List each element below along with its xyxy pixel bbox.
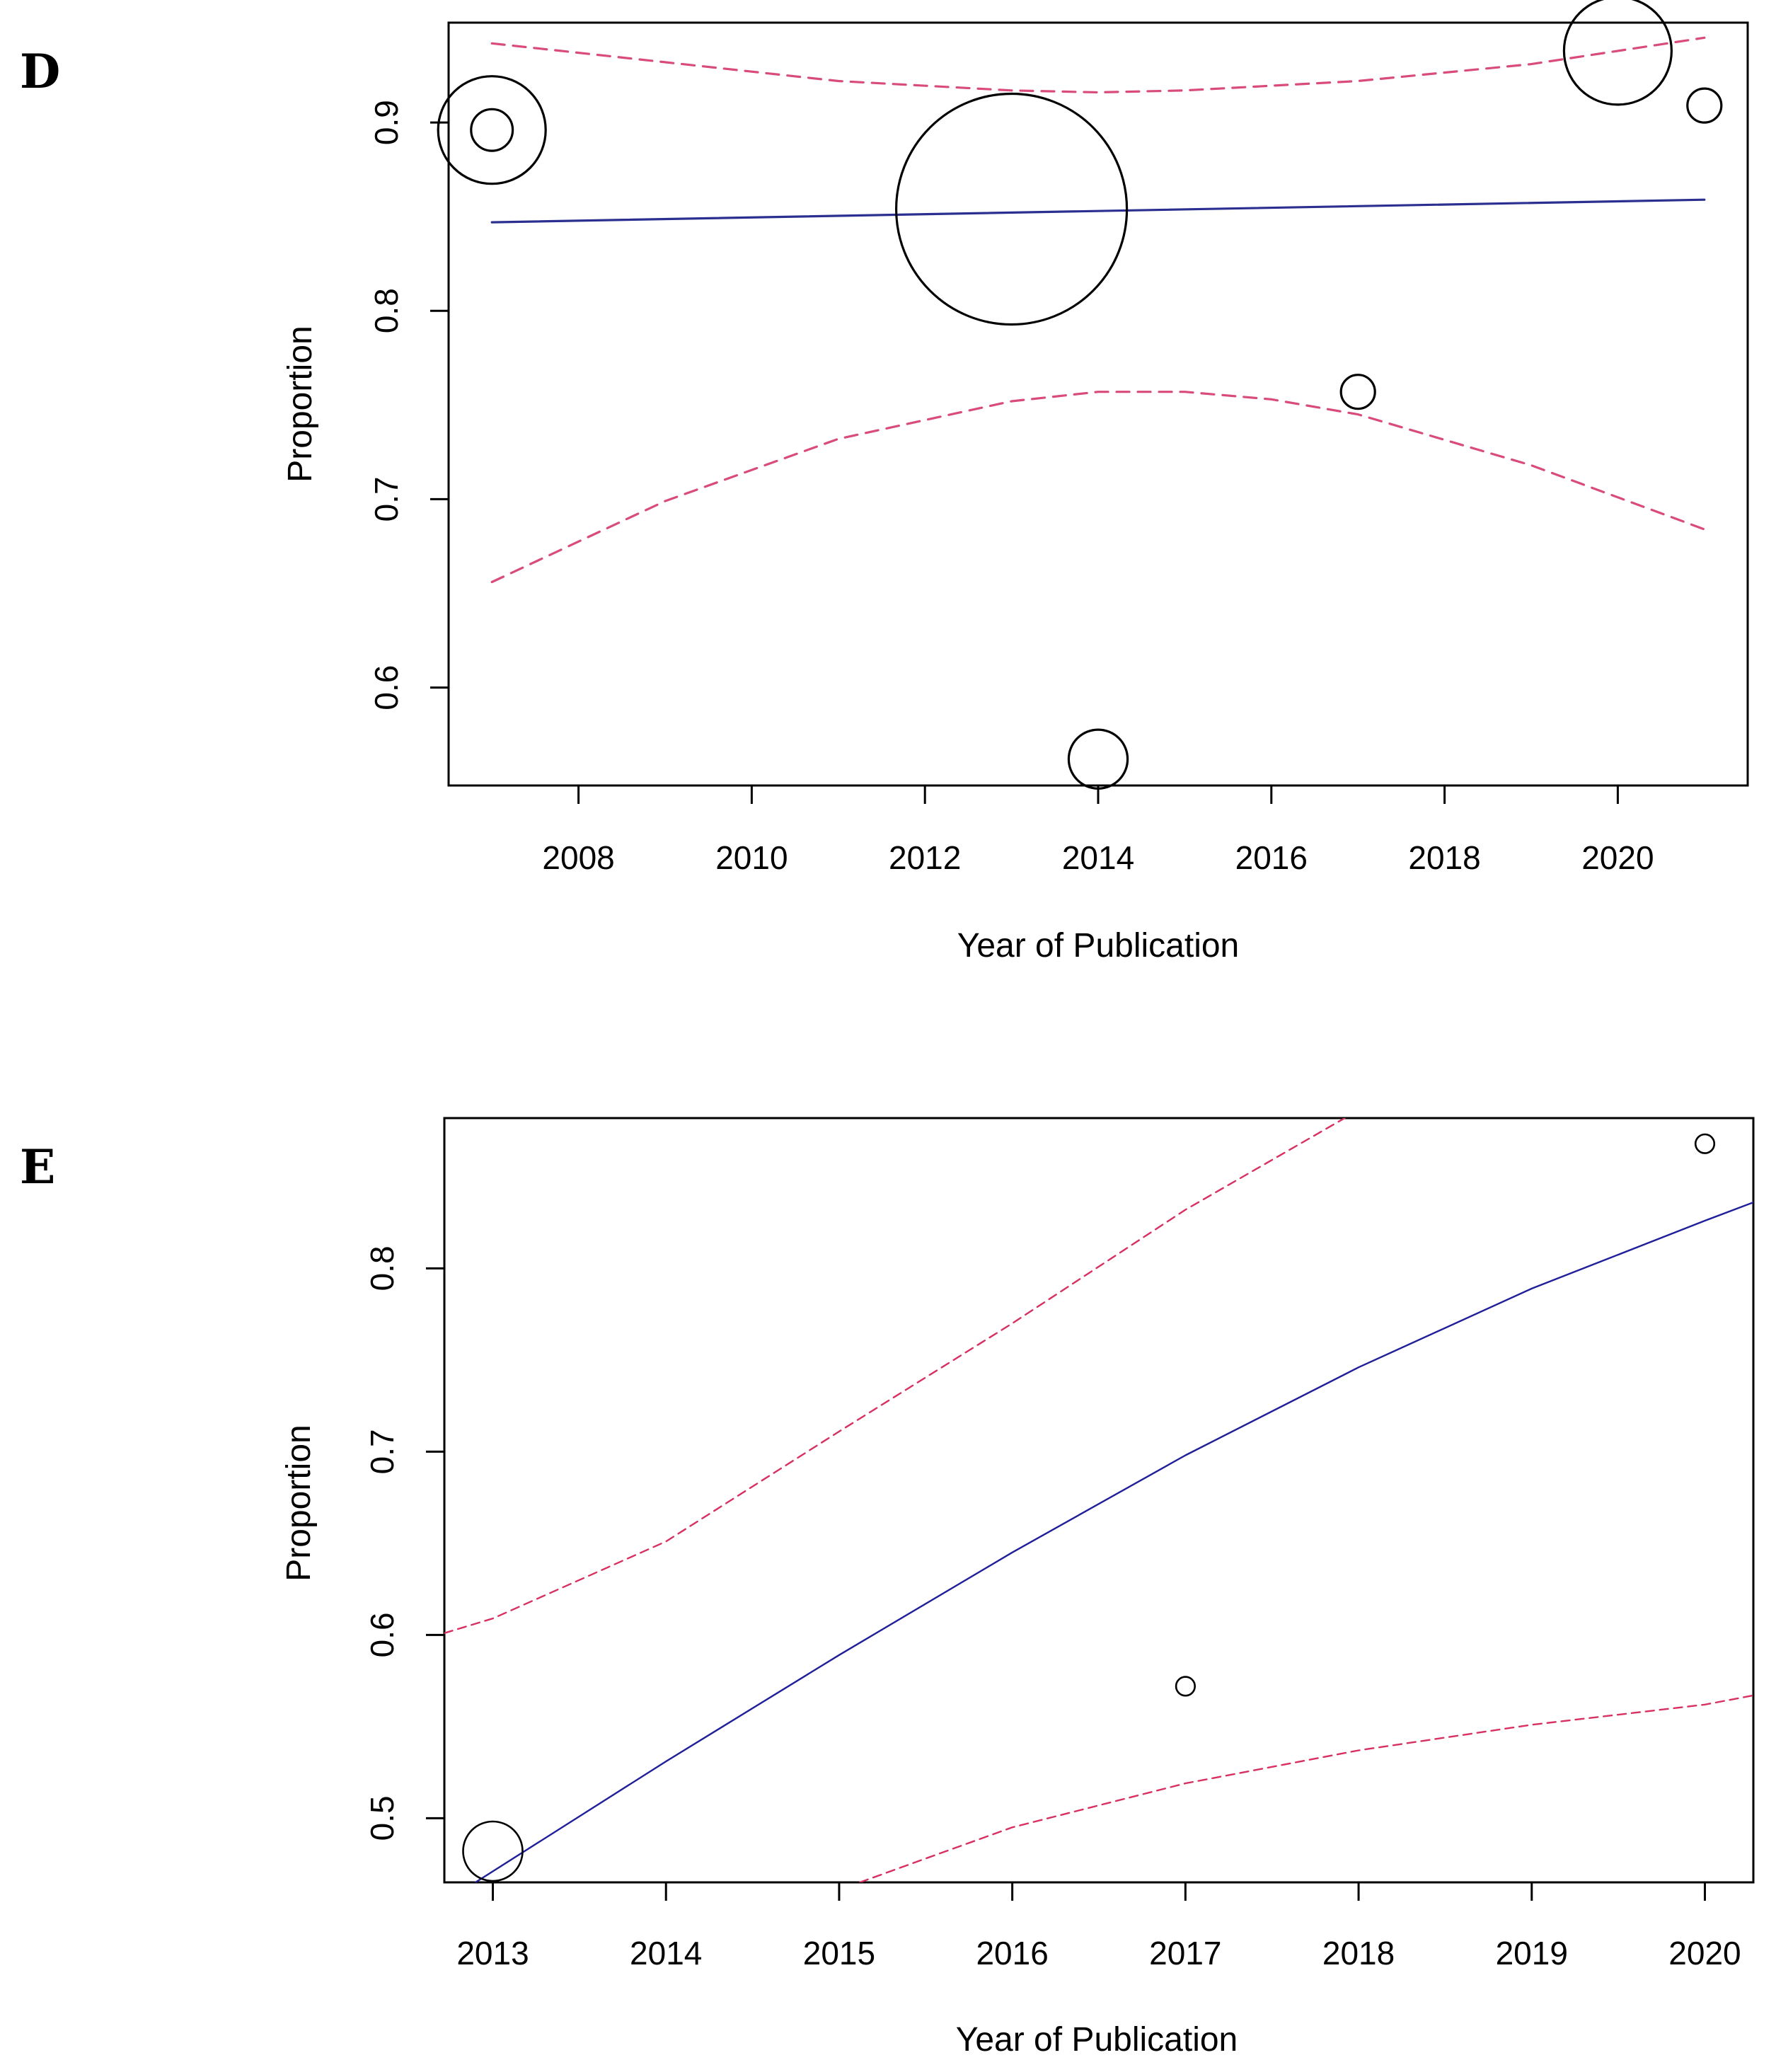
panel-e: E 2013 2014 2015 2016 2017 2018 2019 2020 0.50.…	[20, 1117, 1755, 2059]
panel-e-points	[462, 1133, 1716, 1882]
panel-d-y-tick-label: 0.6	[368, 665, 405, 710]
panel-e-y-tick-label: 0.8	[364, 1245, 400, 1291]
panel-d-regression-line	[490, 198, 1706, 224]
panel-e-series	[444, 1118, 1753, 1882]
panel-d-x-tick-label: 2008	[542, 839, 614, 876]
panel-d-x-tick-label: 2012	[889, 839, 961, 876]
panel-d-y-ticks: 0.6 0.7 0.8 0.9	[368, 100, 449, 710]
panel-d-x-tick-label: 2010	[715, 839, 788, 876]
panel-d-lower-bound-line	[490, 391, 1706, 584]
panel-e-regression-line	[474, 1201, 1753, 1882]
panel-e-upper-bound-line	[444, 1118, 1346, 1635]
panel-d-series	[490, 36, 1706, 584]
panel-e-x-tick-label: 2018	[1322, 1935, 1395, 1972]
panel-d: D 2008 2010 2012 2014 2016 2018 2020 0.6 0.7 0.8…	[20, 0, 1749, 965]
panel-d-data-point	[1339, 374, 1376, 410]
panel-e-x-tick-label: 2014	[630, 1935, 702, 1972]
panel-d-data-point	[1067, 728, 1129, 790]
panel-e-x-ticks: 2013 2014 2015 2016 2017 2018 2019 2020	[456, 1882, 1741, 1972]
panel-e-x-tick-label: 2013	[456, 1935, 529, 1972]
panel-d-plot-frame	[447, 21, 1749, 787]
panel-e-data-point	[462, 1820, 524, 1882]
panel-e-y-axis-title: Proportion	[280, 1424, 318, 1581]
panel-e-x-axis-title: Year of Publication	[956, 2021, 1238, 2059]
panel-d-y-tick-label: 0.9	[368, 100, 405, 145]
panel-e-x-tick-label: 2017	[1149, 1935, 1221, 1972]
panel-e-plot-frame	[443, 1117, 1755, 1884]
panel-d-x-axis-title: Year of Publication	[957, 927, 1240, 965]
panel-e-y-tick-label: 0.7	[364, 1429, 400, 1474]
panel-d-y-tick-label: 0.7	[368, 476, 405, 522]
panel-e-lower-bound-line	[859, 1694, 1753, 1882]
panel-e-x-tick-label: 2015	[803, 1935, 875, 1972]
panel-e-y-tick-label: 0.5	[364, 1795, 400, 1841]
panel-d-data-point	[894, 92, 1129, 326]
panel-e-x-tick-label: 2020	[1668, 1935, 1741, 1972]
panel-d-x-tick-label: 2016	[1235, 839, 1308, 876]
panel-d-x-tick-label: 2018	[1408, 839, 1480, 876]
panel-e-letter: E	[20, 1139, 55, 1195]
panel-e-y-ticks: 0.5 0.6 0.7 0.8	[364, 1245, 444, 1841]
panel-d-y-axis-title: Proportion	[282, 326, 319, 482]
panel-e-x-tick-label: 2016	[976, 1935, 1048, 1972]
panel-d-upper-bound-line	[490, 36, 1706, 94]
panel-d-y-tick-label: 0.8	[368, 288, 405, 333]
panel-d-x-tick-label: 2014	[1062, 839, 1134, 876]
panel-d-data-point	[1562, 0, 1673, 106]
panel-e-x-tick-label: 2019	[1496, 1935, 1568, 1972]
panel-d-data-point	[437, 75, 547, 185]
panel-e-y-tick-label: 0.6	[364, 1612, 400, 1657]
panel-d-data-point	[1686, 87, 1723, 124]
panel-d-data-point	[470, 108, 514, 152]
panel-e-data-point	[1175, 1676, 1196, 1697]
panel-d-x-ticks: 2008 2010 2012 2014 2016 2018 2020	[542, 785, 1654, 876]
panel-d-x-tick-label: 2020	[1581, 839, 1654, 876]
panel-d-letter: D	[20, 44, 60, 99]
panel-e-data-point	[1694, 1133, 1716, 1154]
